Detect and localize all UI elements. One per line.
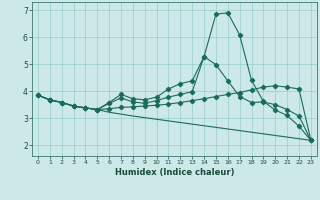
X-axis label: Humidex (Indice chaleur): Humidex (Indice chaleur) [115,168,234,177]
